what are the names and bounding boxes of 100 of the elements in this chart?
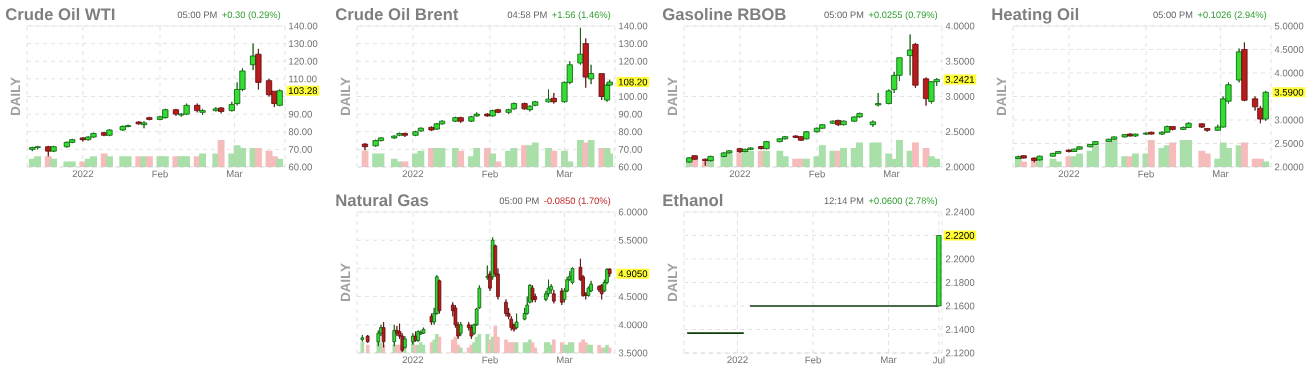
candlestick — [276, 89, 283, 107]
x-tick-label: Mar — [1213, 170, 1229, 178]
candlestick — [1169, 125, 1176, 131]
chart-subtitle: 05:00 PM — [1153, 11, 1193, 19]
annotation: 3.2421 — [945, 76, 975, 83]
y-tick-label: 2.0000 — [1274, 163, 1304, 171]
candlestick — [488, 270, 492, 292]
candlestick — [1241, 42, 1248, 102]
candlestick — [140, 120, 148, 129]
bar — [105, 156, 113, 167]
annotation: 3.5900 — [1274, 88, 1304, 96]
candlestick — [365, 334, 370, 344]
bar — [199, 153, 207, 167]
y-tick-label: 140.00 — [289, 22, 318, 30]
candlestick — [869, 120, 876, 128]
chart-subtitle: 05:00 PM — [824, 11, 864, 19]
chart-title: Crude Oil Brent — [335, 7, 459, 21]
chart-title: Natural Gas — [336, 193, 429, 207]
x-tick-label: Feb — [482, 170, 498, 178]
y-tick-label: 2.1200 — [945, 349, 975, 357]
y-tick-label: 70.00 — [618, 145, 643, 153]
candlestick — [549, 283, 553, 295]
candlestick — [194, 103, 201, 113]
candlestick — [922, 77, 930, 107]
y-tick-label: 60.00 — [288, 163, 313, 171]
y-axis-title: DAILY — [996, 77, 1006, 115]
bar — [1240, 142, 1248, 167]
bar — [552, 339, 556, 353]
text: +0.0255 (0.79%) — [868, 11, 938, 20]
candlestick — [545, 89, 552, 104]
candlestick — [763, 140, 770, 150]
candlestick — [106, 128, 113, 137]
bar — [50, 158, 58, 167]
candlestick — [577, 27, 584, 66]
candlestick — [172, 108, 180, 117]
annotation: 4.9050 — [618, 270, 648, 278]
candlestick — [1148, 131, 1155, 135]
y-tick-label: 2.1800 — [945, 279, 975, 286]
candlestick — [546, 279, 551, 297]
candlestick — [1262, 90, 1269, 122]
y-tick-label: 3.0000 — [945, 93, 975, 100]
annotation: 103.28 — [288, 87, 318, 95]
x-tick-label: Mar — [557, 356, 573, 364]
annotation: 2.2200 — [945, 232, 975, 239]
candlestick — [484, 112, 491, 118]
text: -0.0850 (1.70%) — [544, 197, 611, 206]
bar — [802, 158, 810, 167]
y-tick-label: 110.00 — [289, 75, 317, 83]
candlestick — [686, 156, 693, 164]
candlestick — [589, 280, 593, 293]
bar — [895, 139, 903, 167]
candlestick — [598, 73, 605, 101]
candlestick — [603, 82, 611, 103]
candlestick — [255, 48, 262, 90]
candlestick — [437, 279, 442, 314]
candlestick — [395, 325, 399, 337]
y-tick-label: 80.00 — [288, 128, 313, 136]
candlestick — [401, 132, 408, 138]
y-tick-label: 5.0000 — [1274, 22, 1304, 30]
candlestick — [607, 268, 612, 278]
y-tick-label: 90.00 — [288, 110, 313, 118]
y-tick-label: 90.00 — [618, 110, 643, 118]
y-axis-title: DAILY — [10, 77, 20, 115]
y-tick-label: 2.1400 — [945, 326, 975, 333]
y-tick-label: 6.0000 — [618, 208, 648, 216]
bar — [762, 150, 770, 167]
bar — [550, 150, 558, 167]
x-tick-label: Mar — [884, 170, 900, 178]
x-tick-label: 2022 — [1058, 170, 1080, 178]
candlestick — [212, 106, 219, 112]
y-tick-label: 3.0000 — [1274, 116, 1304, 124]
y-tick-label: 60.00 — [618, 163, 643, 171]
candlestick — [803, 130, 810, 140]
candlestick — [1126, 132, 1134, 137]
candlestick — [249, 43, 257, 71]
bar — [457, 150, 465, 167]
candlestick — [199, 108, 206, 116]
candlestick — [912, 42, 919, 89]
y-tick-label: 5.5000 — [618, 236, 648, 244]
candlestick — [218, 106, 225, 114]
x-tick-label: 2022 — [402, 356, 424, 364]
bar — [911, 142, 919, 167]
candlestick — [458, 321, 463, 337]
bar — [818, 145, 826, 167]
candlestick — [489, 109, 496, 118]
candlestick — [906, 34, 914, 76]
candlestick — [429, 313, 434, 326]
candlestick — [1065, 149, 1072, 153]
bar — [145, 156, 153, 167]
x-tick-label: 2022 — [727, 356, 748, 364]
candlestick — [1132, 133, 1139, 138]
text: +0.30 (0.29%) — [222, 11, 281, 20]
candlestick — [101, 131, 108, 137]
y-tick-label: 130.00 — [619, 40, 648, 48]
y-tick-label: 4.0000 — [945, 22, 975, 30]
candlestick — [413, 331, 418, 343]
y-tick-label: 130.00 — [289, 40, 318, 48]
y-axis-title: DAILY — [340, 263, 350, 301]
x-tick-label: Mar — [557, 170, 573, 178]
y-tick-label: 2.2000 — [945, 255, 975, 263]
